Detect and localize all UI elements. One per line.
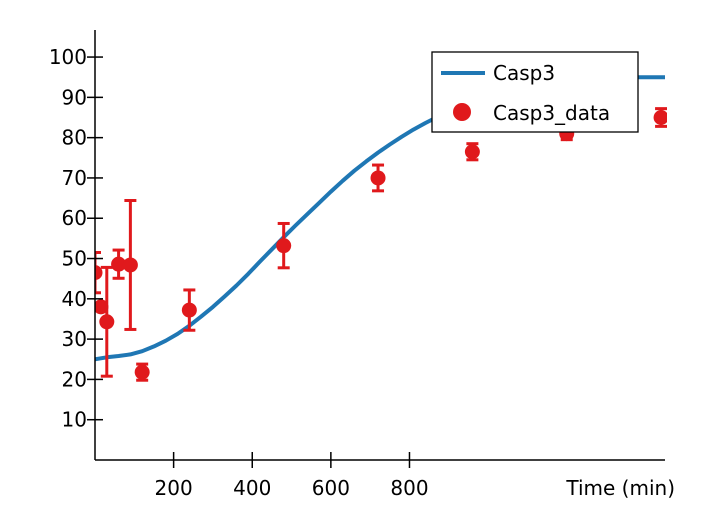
y-tick-label: 100	[49, 45, 87, 69]
y-tick-label: 80	[62, 126, 87, 150]
y-tick-label: 10	[62, 408, 87, 432]
x-tick-label: 400	[233, 476, 271, 500]
data-point	[95, 299, 109, 315]
data-point	[95, 265, 103, 281]
x-tick-label: 200	[155, 476, 193, 500]
y-ticks: 10 20 30 40 50 60 70 80 90 100	[49, 45, 103, 432]
x-ticks: 200 400 600 800	[155, 452, 429, 500]
data-point	[134, 364, 150, 380]
data-point	[276, 238, 292, 254]
y-tick-label: 70	[62, 166, 87, 190]
data-point	[111, 256, 127, 272]
data-point	[370, 170, 386, 186]
x-axis-label: Time (min)	[565, 476, 675, 500]
y-tick-label: 30	[62, 327, 87, 351]
x-tick-label: 600	[312, 476, 350, 500]
legend-label-model: Casp3	[493, 61, 555, 85]
data-point	[464, 144, 480, 160]
y-tick-label: 60	[62, 206, 87, 230]
y-tick-label: 50	[62, 247, 87, 271]
legend-marker-swatch	[453, 103, 471, 121]
data-point	[181, 302, 197, 318]
y-tick-label: 40	[62, 287, 87, 311]
legend-label-data: Casp3_data	[493, 101, 610, 125]
data-point	[653, 110, 667, 125]
y-tick-label: 90	[62, 85, 87, 109]
data-point	[99, 314, 115, 330]
data-point	[122, 257, 138, 273]
x-tick-label: 800	[390, 476, 428, 500]
y-tick-label: 20	[62, 367, 87, 391]
axes	[94, 30, 665, 461]
legend: Casp3 Casp3_data	[431, 51, 639, 133]
